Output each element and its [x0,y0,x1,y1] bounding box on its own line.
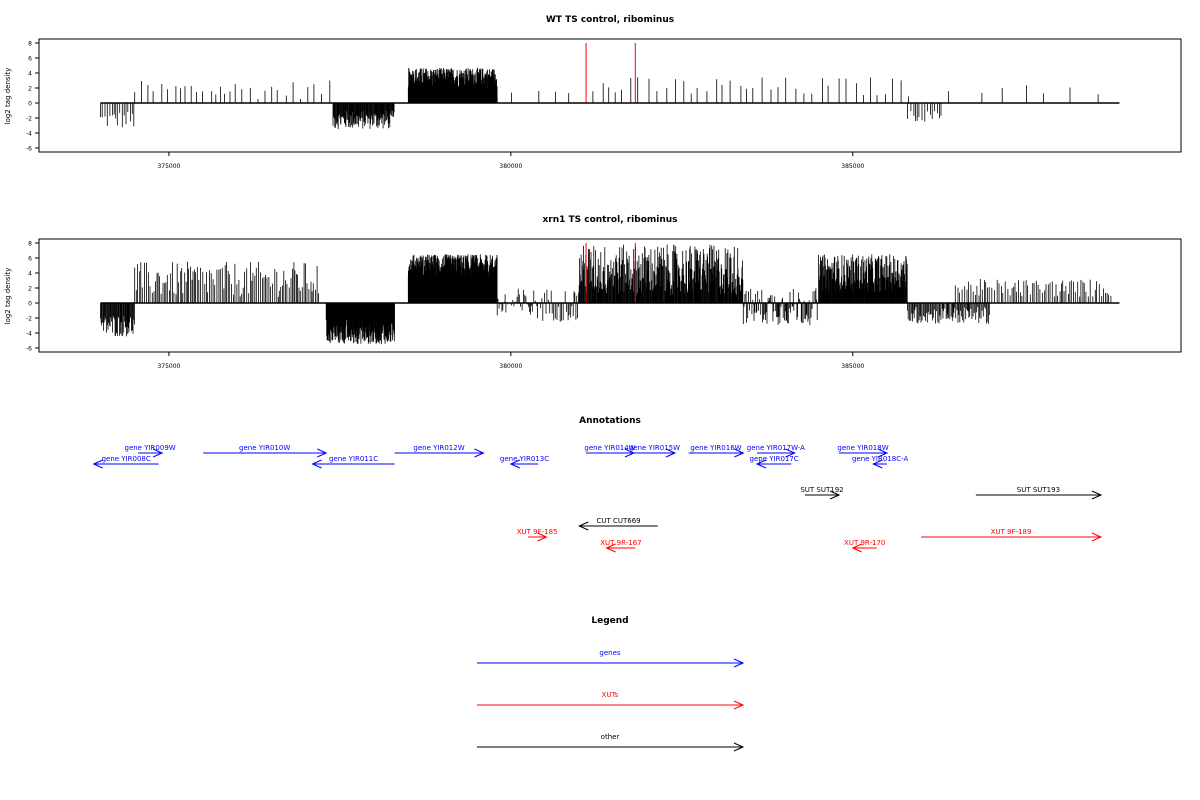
annotation-arrow [394,448,485,458]
density-bars [100,67,1099,130]
annotation-arrow [633,448,677,458]
density-bars [100,244,1112,345]
annotation-arrow [921,532,1103,542]
annotation-arrow [975,490,1103,500]
annotation-arrow [757,448,796,458]
annotation-label: XUT 9R-167 [600,539,641,547]
annotation-label: gene YIR009W [125,444,176,452]
annotation-label: gene YIR012W [413,444,464,452]
annotation-label: gene YIR010W [239,444,290,452]
legend: genes XUTs other [477,649,745,752]
annotation-arrow [851,543,877,553]
annotation-arrow [839,448,889,458]
annotation-arrow [577,521,658,531]
x-tick-label: 380000 [499,163,522,170]
annotation-label: gepe YIR017C [750,455,799,463]
x-axis: 375000 380000 385000 [157,352,864,370]
annotation-arrow [872,459,887,469]
annotation-label: XUT 9F-185 [517,528,558,536]
legend-title: Legend [591,616,628,626]
y-axis-label: log2 tag density [4,68,12,125]
y-tick-label: 6 [28,56,32,63]
annotation-label: gene YIR018C-A [852,455,909,463]
y-tick-label: -4 [26,131,32,138]
annotation-arrow [688,448,745,458]
x-tick-label: 375000 [157,163,180,170]
y-tick-label: 4 [28,271,32,278]
panel-title: xrn1 TS control, ribominus [542,215,677,225]
panel-xrn1: xrn1 TS control, ribominus 8 6 4 2 0 -2 -4 -6 3… [4,215,1182,370]
y-axis-label: log2 tag density [4,268,12,325]
y-tick-label: 2 [28,286,32,293]
annotation-label: gene YIR017W-A [747,444,805,452]
annotation-arrow [311,459,395,469]
y-tick-label: 6 [28,256,32,263]
annotation-arrow [605,543,636,553]
panel-title: WT TS control, ribominus [546,15,674,25]
y-tick-label: -2 [26,316,32,323]
annotation-label: gene YIR011C [329,455,378,463]
panel-wt: WT TS control, ribominus 8 6 4 2 0 -2 -4 -6 375… [4,15,1182,170]
annotation-arrow [755,459,792,469]
y-axis: 8 6 4 2 0 -2 -4 -6 [26,241,39,353]
annotation-arrow [509,459,539,469]
annotation-arrow [804,490,841,500]
red-markers [585,243,636,303]
y-tick-label: -6 [26,346,32,353]
y-tick-label: -2 [26,116,32,123]
annotation-label: gene YIR018W [837,444,888,452]
plot-frame [38,238,1182,353]
annotation-arrow [203,448,328,458]
annotation-label: XUT 9F-189 [991,528,1032,536]
legend-arrow [477,658,745,668]
annotations-title: Annotations [579,416,641,426]
annotation-label: XUT 9R-170 [844,539,885,547]
y-tick-label: 8 [28,241,32,248]
x-tick-label: 385000 [841,163,864,170]
y-tick-label: 8 [28,41,32,48]
y-tick-label: -6 [26,146,32,153]
annotation-arrow [92,459,159,469]
annotation-label: gene YIR016W [690,444,741,452]
annotation-arrow [138,448,164,458]
legend-label: other [601,733,620,741]
plot-frame [38,38,1182,153]
annotation-arrow [527,532,548,542]
y-tick-label: 0 [28,101,32,108]
x-tick-label: 380000 [499,363,522,370]
annotation-label: CUT CUT669 [596,517,640,525]
red-markers [585,43,636,103]
y-tick-label: 0 [28,301,32,308]
annotation-label: gene YIR014W [584,444,635,452]
legend-arrow [477,700,745,710]
annotation-label: SUT SUT193 [1017,486,1060,494]
x-tick-label: 375000 [157,363,180,370]
y-tick-label: 4 [28,71,32,78]
annotation-label: gene YIR008C [102,455,151,463]
x-axis: 375000 380000 385000 [157,152,864,170]
legend-label: XUTs [602,691,619,699]
annotations-track: gene YIR008C gene YIR009W gene YIR010W gene… [92,444,1103,553]
y-tick-label: 2 [28,86,32,93]
legend-arrow [477,742,745,752]
annotation-label: gene YIR013C [500,455,549,463]
legend-label: genes [599,649,620,657]
annotation-label: gene YIR015W [629,444,680,452]
y-tick-label: -4 [26,331,32,338]
annotation-label: SUT SUT192 [800,486,843,494]
y-axis: 8 6 4 2 0 -2 -4 -6 [26,41,39,153]
x-tick-label: 385000 [841,363,864,370]
